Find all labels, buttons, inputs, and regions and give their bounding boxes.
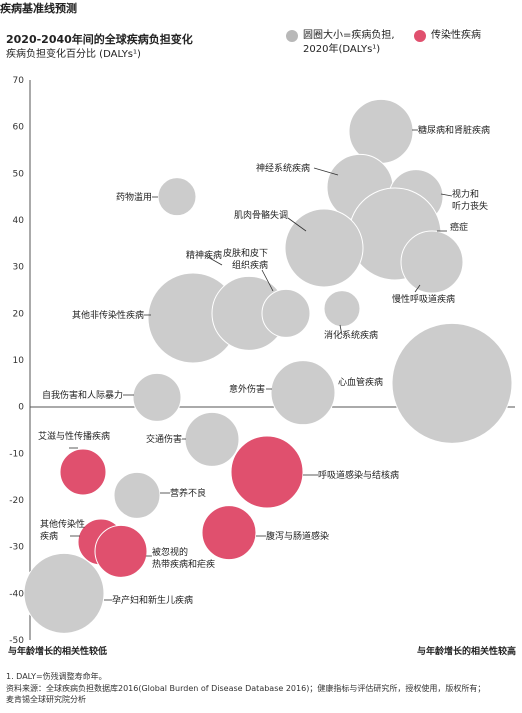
leader-line xyxy=(261,269,274,292)
y-tick-label: 0 xyxy=(18,403,24,413)
bubble-label: 自我伤害和人际暴力 xyxy=(42,389,123,401)
disease-bubble xyxy=(261,288,311,338)
infectious-bubble xyxy=(230,435,304,509)
legend-red-dot xyxy=(414,30,426,42)
y-tick-label: 30 xyxy=(13,263,25,273)
bubble-label: 交通伤害 xyxy=(146,433,182,445)
bubble-label: 热带疾病和疟疾 xyxy=(152,558,215,570)
footnote-source: 资料来源：全球疾病负担数据库2016(Global Burden of Dise… xyxy=(6,684,486,693)
bubble-label: 心血管疾病 xyxy=(338,376,383,388)
disease-bubble xyxy=(323,290,361,328)
x-axis-label-right: 与年龄增长的相关性较高 xyxy=(417,645,516,657)
leader-line xyxy=(205,255,223,266)
leader-lines xyxy=(69,129,453,601)
disease-bubble xyxy=(400,230,464,294)
y-tick-label: -30 xyxy=(9,543,24,553)
bubble-label: 孕产妇和新生儿疾病 xyxy=(112,594,193,606)
bubble-label: 腹泻与肠道感染 xyxy=(266,530,329,542)
bubble-label: 艾滋与性传播疾病 xyxy=(38,430,110,442)
bubble-label: 其他传染性 xyxy=(40,518,85,530)
chart-subtitle: 疾病负担变化百分比 (DALYs¹) xyxy=(6,49,141,60)
bubble-label: 其他非传染性疾病 xyxy=(72,309,144,321)
bubble-label: 皮肤和皮下 xyxy=(223,247,268,259)
bubble-label: 肌肉骨骼失调 xyxy=(234,209,288,221)
leader-line xyxy=(414,284,421,293)
bubble-label: 神经系统疾病 xyxy=(256,162,310,174)
y-tick-label: -10 xyxy=(9,449,24,459)
y-tick-label: 70 xyxy=(13,76,25,86)
disease-bubble xyxy=(270,360,336,426)
leader-line xyxy=(440,193,453,197)
y-tick-label: 40 xyxy=(13,216,25,226)
y-tick-label: -40 xyxy=(9,589,24,599)
infectious-bubble xyxy=(201,505,257,561)
legend-gray-dot xyxy=(286,30,298,42)
bubble-label: 营养不良 xyxy=(170,487,206,499)
y-tick-label: 50 xyxy=(13,169,25,179)
y-tick-label: 60 xyxy=(13,123,25,133)
disease-bubble xyxy=(284,208,364,288)
bubble-label: 精神疾病 xyxy=(186,249,222,261)
disease-bubble xyxy=(391,322,513,444)
bubble-label: 疾病 xyxy=(40,530,58,542)
bubble-label: 意外伤害 xyxy=(229,383,265,395)
legend-infectious-text: 传染性疾病 xyxy=(431,30,481,41)
legend-size-text-2: 2020年(DALYs¹) xyxy=(303,44,381,55)
infectious-bubble xyxy=(94,524,148,578)
bubble-label: 视力和 xyxy=(452,188,479,200)
leader-line xyxy=(287,217,307,232)
section-label: 疾病基准线预测 xyxy=(0,2,77,15)
y-tick-label: 10 xyxy=(13,356,25,366)
disease-bubble xyxy=(184,411,240,467)
footnote-source-2: 麦肯锡全球研究院分析 xyxy=(6,695,86,704)
bubble-label: 癌症 xyxy=(450,221,468,233)
disease-bubble xyxy=(348,98,414,164)
infectious-bubble xyxy=(59,448,107,496)
y-tick-label: -20 xyxy=(9,496,24,506)
disease-bubble xyxy=(132,372,182,422)
y-tick-label: -50 xyxy=(9,636,24,646)
leader-line xyxy=(313,167,339,176)
disease-bubble xyxy=(157,177,197,217)
legend-size-text-1: 圆圈大小=疾病负担, xyxy=(303,30,395,41)
bubble-label: 呼吸道感染与结核病 xyxy=(318,469,399,481)
disease-bubble xyxy=(113,471,161,519)
bubble-label: 慢性呼吸道疾病 xyxy=(392,293,455,305)
leader-line xyxy=(339,324,343,336)
x-axis-label-left: 与年龄增长的相关性较低 xyxy=(8,645,107,657)
bubble-label: 组织疾病 xyxy=(232,259,268,271)
bubble-label: 糖尿病和肾脏疾病 xyxy=(418,124,490,136)
bubbles xyxy=(23,98,513,634)
y-axis-ticks: 70 60 50 40 30 20 10 0 -10 -20 -30 -40 -50 xyxy=(9,76,24,646)
bubble-label: 听力丧失 xyxy=(452,200,488,212)
bubble-label: 被忽视的 xyxy=(152,546,188,558)
bubble-label: 消化系统疾病 xyxy=(324,329,378,341)
chart-title: 2020-2040年间的全球疾病负担变化 xyxy=(6,33,193,46)
bubble-label: 药物滥用 xyxy=(116,191,152,203)
footnote-1: 1. DALY=伤残调整寿命年。 xyxy=(6,672,107,681)
y-tick-label: 20 xyxy=(13,309,25,319)
disease-bubble xyxy=(23,552,105,634)
